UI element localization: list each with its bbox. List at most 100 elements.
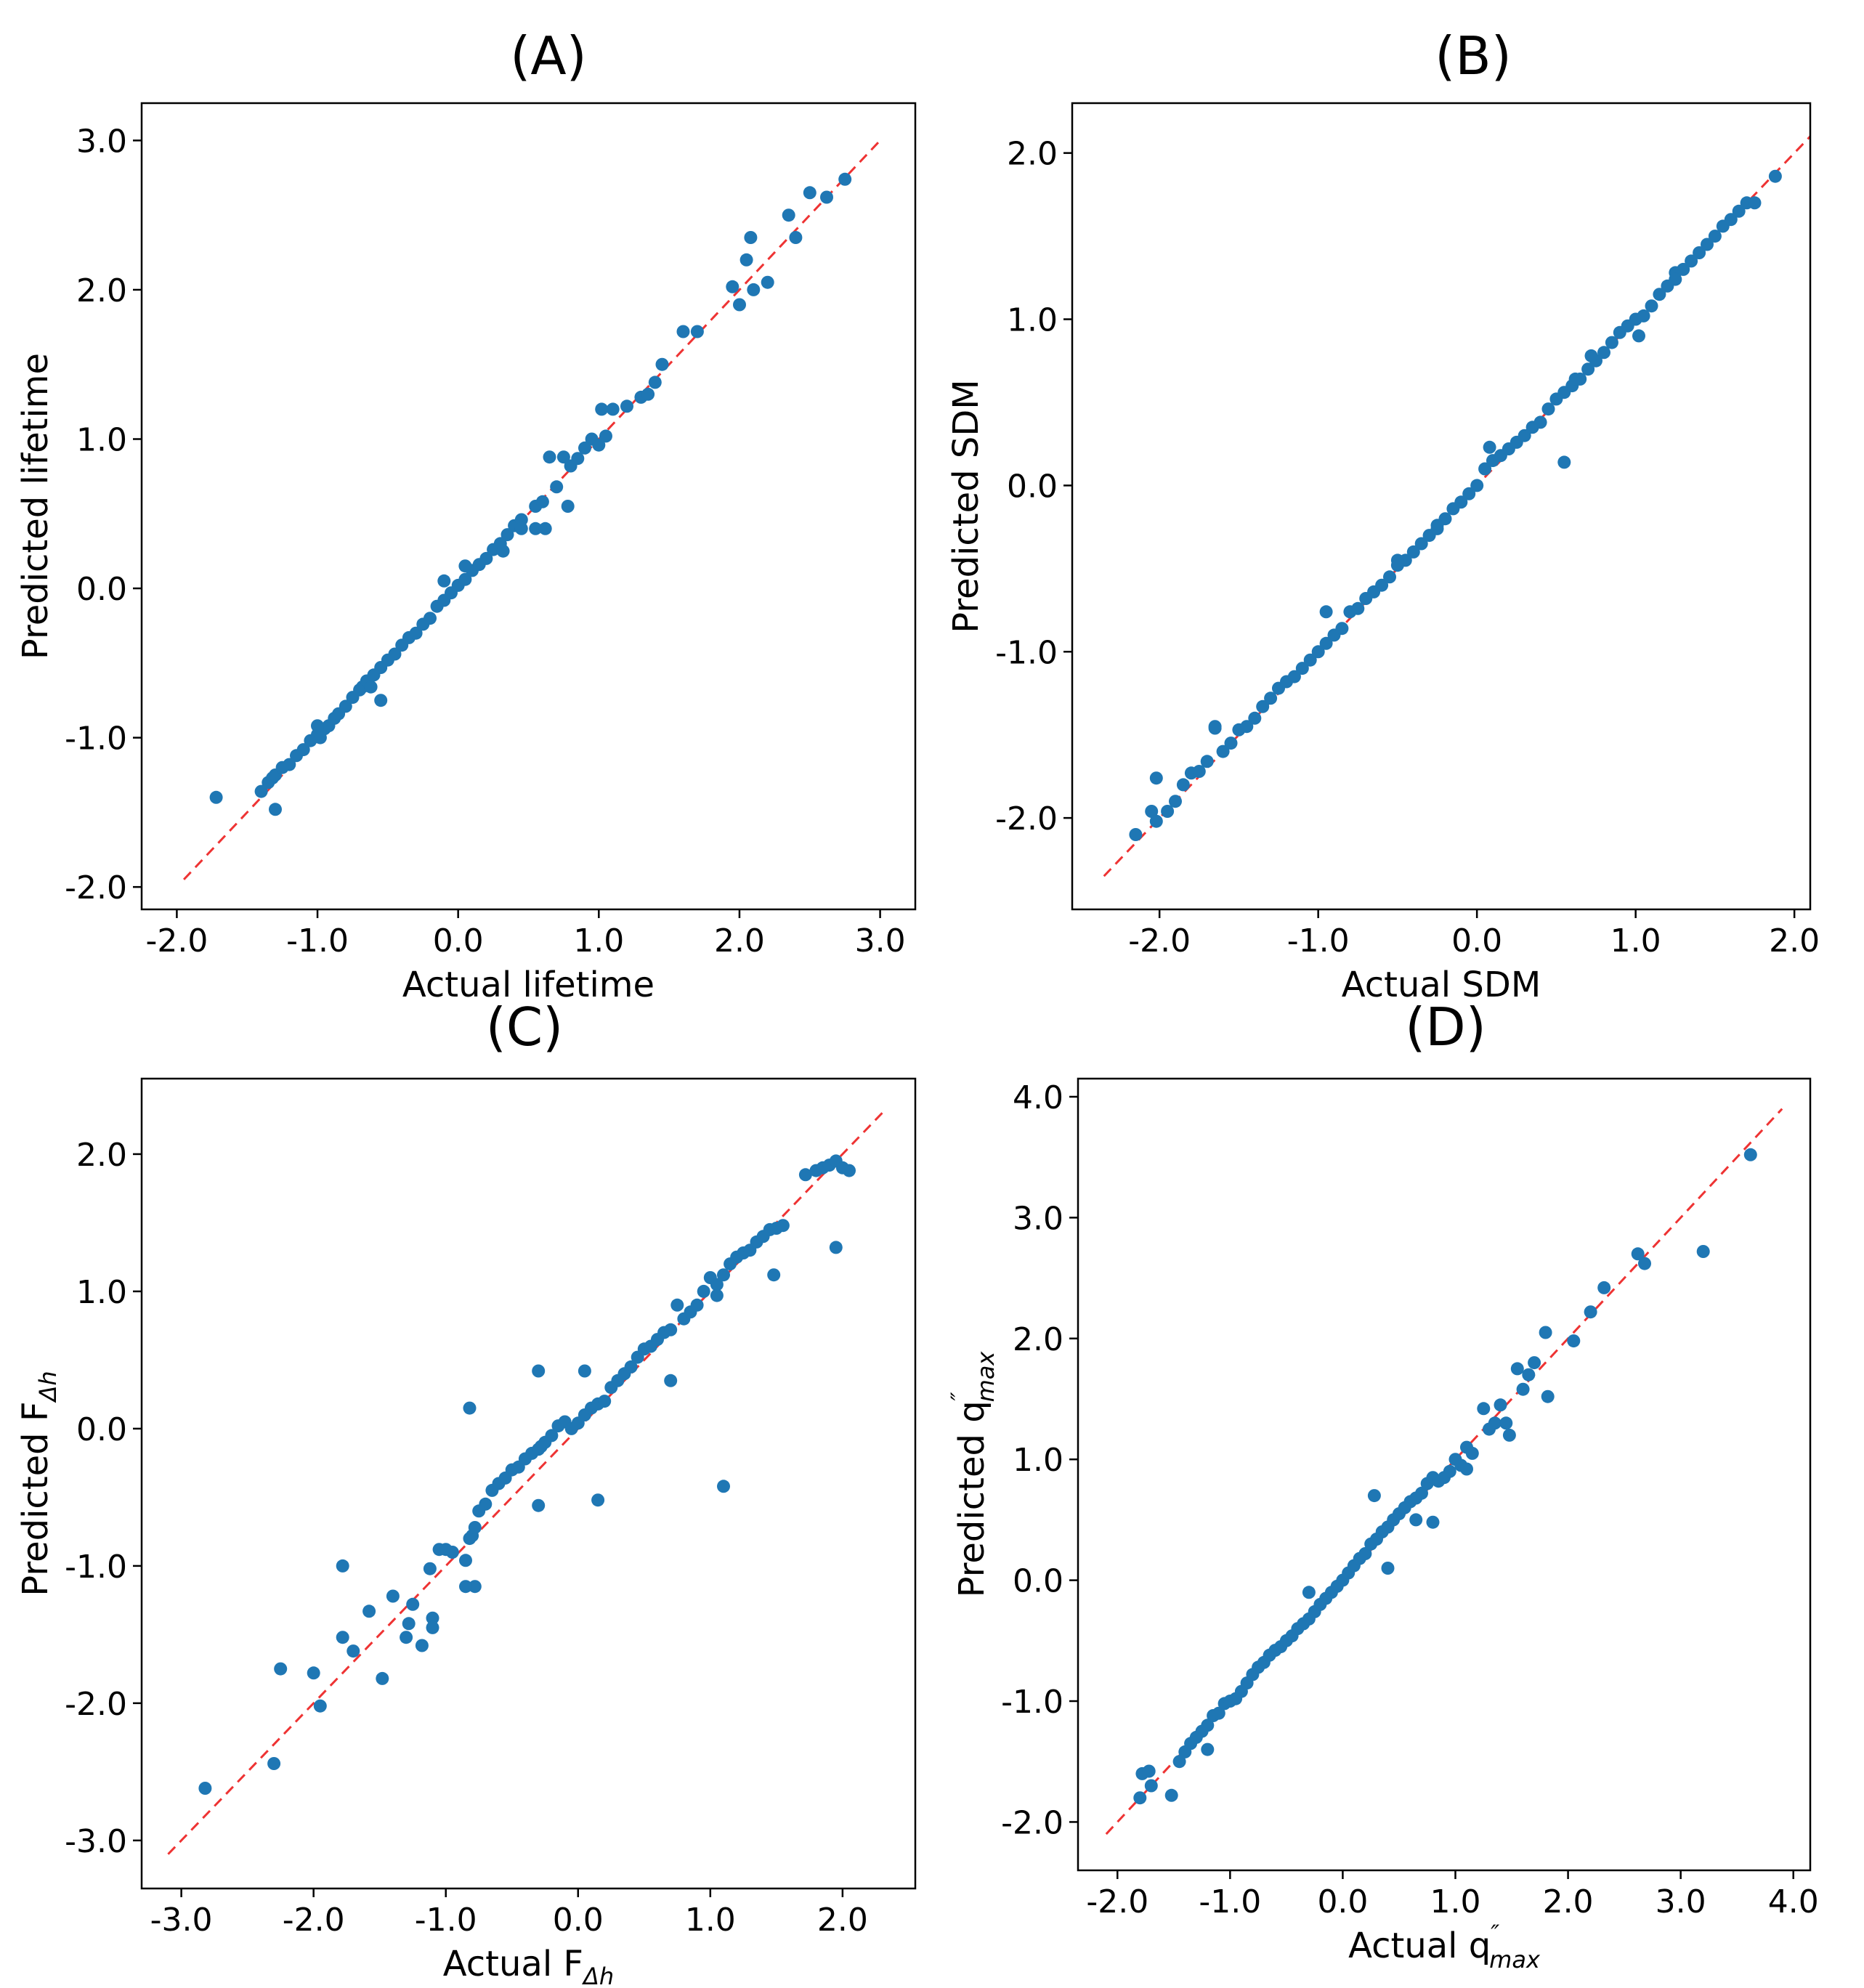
- data-point: [1454, 495, 1468, 509]
- data-point: [400, 1631, 413, 1644]
- plot-frame: [1077, 1077, 1812, 1872]
- data-point: [1415, 1486, 1428, 1500]
- y-tick-label: 1.0: [76, 1274, 127, 1311]
- x-tick-label: 3.0: [855, 922, 906, 959]
- data-point: [459, 1554, 472, 1567]
- data-point: [620, 399, 633, 413]
- y-tick-label: -2.0: [995, 800, 1058, 837]
- data-point: [1240, 720, 1254, 734]
- y-axis-label-sub: max: [972, 1351, 1000, 1403]
- data-point: [1693, 246, 1706, 259]
- data-point: [1696, 1245, 1710, 1258]
- x-axis-label-main: Actual SDM: [1342, 965, 1541, 1005]
- scatter-points: [1133, 1148, 1757, 1805]
- data-point: [571, 452, 585, 466]
- x-tick-label: -3.0: [150, 1902, 213, 1939]
- data-point: [561, 500, 575, 513]
- x-axis-label: Actual SDM: [1342, 965, 1541, 1005]
- data-point: [1149, 814, 1163, 828]
- x-tick-label: 1.0: [1610, 922, 1661, 959]
- data-point: [1319, 605, 1333, 619]
- data-point: [1637, 309, 1650, 322]
- data-point: [1256, 699, 1270, 713]
- data-point: [1406, 545, 1420, 559]
- data-point: [1743, 1148, 1757, 1161]
- data-point: [1460, 1462, 1473, 1476]
- data-point: [624, 1360, 638, 1374]
- data-point: [339, 699, 352, 713]
- data-point: [591, 1493, 605, 1507]
- y-axis-label-main: Predicted SDM: [946, 379, 986, 633]
- data-point: [479, 1497, 493, 1511]
- data-point: [1169, 795, 1182, 808]
- y-tick-label: -2.0: [1001, 1804, 1063, 1841]
- data-point: [376, 1671, 389, 1685]
- x-tick-label: -1.0: [286, 922, 349, 959]
- data-point: [1522, 1368, 1536, 1382]
- y-tick-label: 0.0: [1007, 468, 1058, 505]
- y-tick-label: 0.0: [76, 571, 127, 608]
- data-point: [1669, 272, 1682, 286]
- data-point: [458, 572, 472, 586]
- data-point: [1212, 1706, 1225, 1720]
- data-point: [1390, 553, 1404, 567]
- data-point: [664, 1374, 678, 1387]
- y-tick-label: -2.0: [65, 1686, 127, 1723]
- data-point: [437, 574, 451, 588]
- data-point: [1724, 213, 1738, 227]
- x-axis-label-sup: ″: [1491, 1920, 1499, 1947]
- y-tick-label: 2.0: [1013, 1321, 1063, 1358]
- data-point: [710, 1278, 724, 1291]
- y-tick-label: -1.0: [995, 634, 1058, 671]
- scatter-points: [209, 172, 852, 816]
- data-point: [1470, 479, 1484, 492]
- y-axis-label-sub: Δh: [34, 1371, 62, 1403]
- x-axis-label-sub: max: [1489, 1946, 1541, 1973]
- data-point: [415, 1639, 429, 1652]
- data-point: [1303, 653, 1317, 667]
- data-point: [838, 172, 852, 186]
- data-point: [1144, 1779, 1158, 1793]
- panel-title: (C): [486, 997, 563, 1058]
- y-axis-label: Predicted FΔh: [15, 1371, 62, 1596]
- x-tick-label: 2.0: [1543, 1883, 1594, 1920]
- data-point: [690, 1298, 704, 1312]
- data-point: [1528, 1356, 1541, 1370]
- data-point: [459, 1580, 472, 1594]
- panel-a: (A) -2.0 -1.0 0.0 1.0 2.0 3.0 -2.0 -1.0 0.0 1.0 2.0…: [15, 25, 917, 1005]
- data-point: [1302, 1586, 1316, 1599]
- data-point: [362, 1604, 376, 1618]
- y-tick-label: 3.0: [76, 123, 127, 160]
- data-point: [1224, 737, 1238, 750]
- data-point: [1631, 1247, 1645, 1261]
- data-point: [789, 231, 803, 244]
- y-axis-label: Predicted SDM: [946, 379, 986, 633]
- data-point: [1677, 262, 1690, 276]
- data-point: [1414, 537, 1428, 551]
- data-point: [1539, 1326, 1552, 1339]
- data-point: [820, 190, 833, 204]
- x-axis-label: Actual q″ max: [1348, 1920, 1541, 1973]
- data-point: [1145, 805, 1159, 818]
- data-point: [1161, 805, 1175, 818]
- x-tick-label: 0.0: [1451, 922, 1502, 959]
- data-point: [1216, 745, 1230, 758]
- x-axis-label-main: Actual q: [1348, 1926, 1491, 1966]
- data-point: [829, 1241, 843, 1254]
- data-point: [336, 1631, 349, 1644]
- panel-b: (B) -2.0 -1.0 0.0 1.0 2.0 -2.0 -1.0 0.0 1.0 2.0 Act…: [946, 25, 1820, 1005]
- data-point: [1192, 765, 1206, 778]
- data-point: [1638, 1257, 1651, 1270]
- panel-title: (A): [510, 25, 586, 86]
- data-point: [1172, 1755, 1186, 1769]
- data-point: [269, 803, 282, 816]
- data-point: [1200, 755, 1214, 768]
- data-point: [1430, 519, 1444, 532]
- data-point: [1584, 1305, 1597, 1319]
- data-point: [1517, 429, 1531, 442]
- data-point: [1567, 1334, 1581, 1348]
- data-point: [655, 357, 669, 371]
- data-point: [739, 253, 753, 267]
- data-point: [514, 513, 528, 527]
